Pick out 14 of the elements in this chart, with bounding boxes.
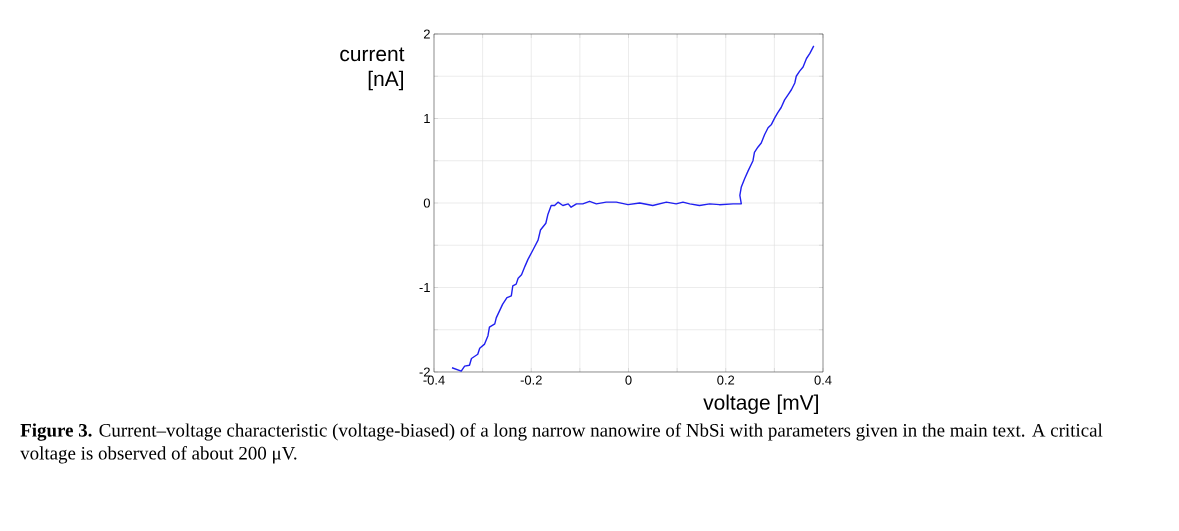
x-tick-label: 0.2: [717, 375, 735, 385]
x-tick-label: -0.2: [520, 375, 542, 385]
y-tick-label: -2: [419, 367, 430, 377]
y-tick-label: 2: [423, 29, 430, 39]
y-tick-label: -1: [419, 283, 430, 292]
y-tick-label: 1: [424, 114, 430, 123]
text: Figure 3. Current–voltage characteristic (voltage-biased) of a long narrow nanowire of NbSi with parameters given in the main text. A critical voltage is observed of about 200 μV.: [20, 423, 1103, 464]
x-tick-label: 0: [625, 375, 632, 385]
x-axis-title: voltage [mV]: [703, 394, 818, 415]
y-axis-title: current [nA]: [340, 47, 405, 91]
line-series: [451, 45, 815, 372]
x-tick-label: 0.4: [814, 375, 832, 385]
x-tick-label: -0.4: [423, 375, 445, 385]
y-tick-label: 0: [423, 198, 430, 208]
